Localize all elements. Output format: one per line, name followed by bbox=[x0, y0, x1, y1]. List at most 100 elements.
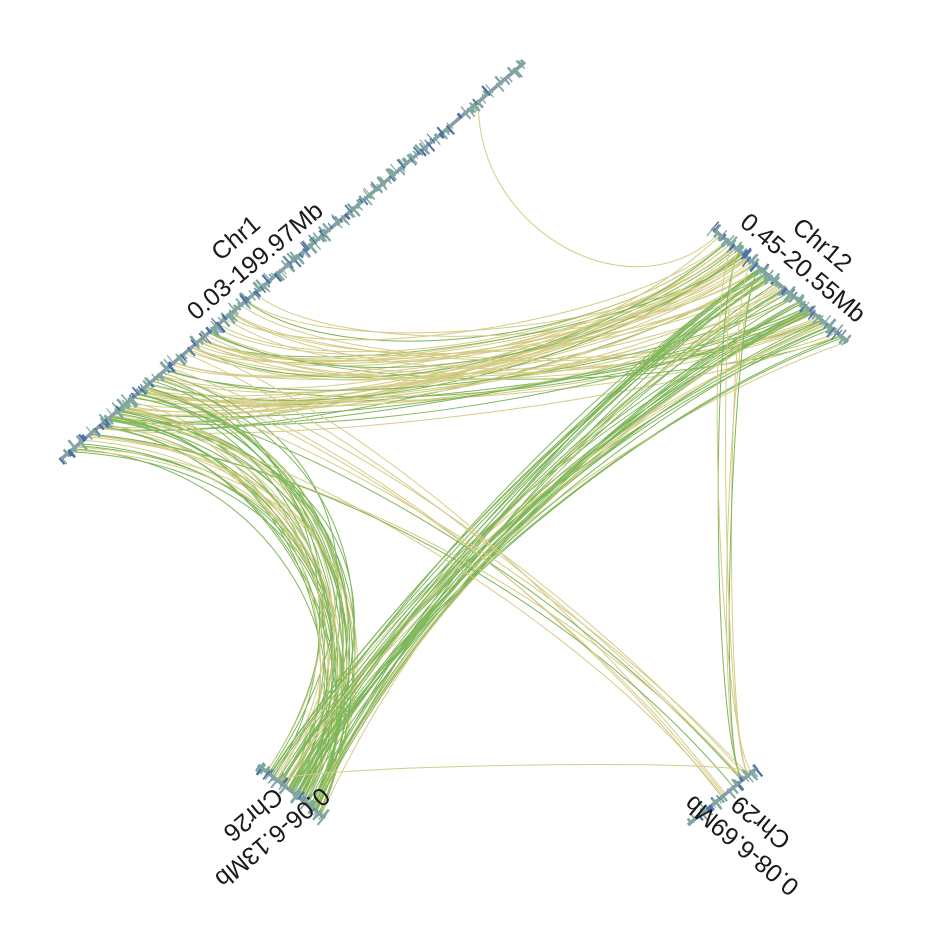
chr1-gene-tick bbox=[249, 294, 257, 301]
chr1-gene-tick bbox=[286, 252, 296, 264]
chr1-gene-tick bbox=[446, 122, 452, 128]
chr26-gene-tick bbox=[307, 805, 315, 815]
chr1-gene-tick bbox=[468, 106, 475, 114]
chr12-gene-tick bbox=[722, 238, 730, 248]
synteny-link bbox=[168, 366, 747, 777]
chr12-gene-tick bbox=[706, 226, 716, 237]
chr26-gene-tick bbox=[297, 791, 305, 801]
chr12-gene-tick bbox=[721, 233, 727, 240]
chr1-gene-tick bbox=[225, 312, 236, 325]
chromosome-chr26 bbox=[255, 762, 330, 826]
chr1-gene-tick bbox=[445, 124, 455, 135]
chr1-gene-tick bbox=[91, 428, 101, 438]
chr1-gene-tick bbox=[335, 221, 340, 227]
chr12-gene-tick bbox=[827, 327, 837, 339]
chr1-gene-tick bbox=[390, 173, 398, 181]
chr12-gene-tick bbox=[712, 230, 720, 239]
chr1-gene-tick bbox=[319, 233, 328, 243]
chr1-gene-tick bbox=[363, 195, 373, 206]
chr1-gene-tick bbox=[233, 308, 239, 316]
chr12-gene-ticks bbox=[706, 221, 852, 346]
chr29-gene-tick bbox=[738, 776, 744, 783]
chr29-gene-tick bbox=[715, 795, 721, 801]
chr1-gene-tick bbox=[466, 107, 476, 118]
chr1-gene-tick bbox=[67, 448, 77, 459]
synteny-link bbox=[291, 335, 842, 793]
chr26-gene-tick bbox=[267, 774, 276, 784]
chr12-gene-tick bbox=[809, 311, 815, 317]
chr1-gene-tick bbox=[402, 156, 410, 165]
chr1-gene-tick bbox=[116, 398, 126, 409]
chr12-gene-tick bbox=[766, 269, 774, 278]
chr26-gene-tick bbox=[292, 786, 302, 798]
chr12-gene-tick bbox=[746, 258, 752, 263]
chr1-gene-tick bbox=[237, 302, 242, 308]
chr1-gene-tick bbox=[213, 323, 223, 334]
synteny-link bbox=[188, 253, 744, 381]
chr1-gene-tick bbox=[485, 84, 494, 94]
chr1-gene-tick bbox=[472, 98, 479, 106]
chr26-gene-tick bbox=[264, 772, 272, 781]
chr1-gene-tick bbox=[480, 97, 487, 104]
chr1-gene-tick bbox=[460, 106, 469, 115]
chr26-gene-tick bbox=[270, 777, 280, 789]
chr1-gene-tick bbox=[273, 272, 283, 283]
chr1-gene-tick bbox=[212, 325, 220, 334]
chr1-gene-tick bbox=[378, 176, 387, 185]
synteny-link bbox=[313, 311, 812, 810]
chr12-gene-tick bbox=[783, 290, 793, 302]
chr1-gene-tick bbox=[67, 439, 78, 451]
synteny-link bbox=[158, 375, 321, 778]
chr26-gene-tick bbox=[279, 777, 286, 786]
chr26-gene-tick bbox=[278, 782, 285, 791]
chr12-gene-tick bbox=[795, 296, 800, 301]
chr1-gene-tick bbox=[75, 434, 85, 445]
synteny-link bbox=[184, 352, 743, 781]
chr1-gene-tick bbox=[123, 401, 131, 410]
chr29-gene-tick bbox=[686, 817, 694, 825]
chr12-gene-tick bbox=[818, 314, 824, 321]
chr1-gene-tick bbox=[396, 158, 406, 170]
chr12-gene-tick bbox=[833, 327, 838, 333]
chr12-gene-tick bbox=[726, 241, 732, 247]
chr12-gene-tick bbox=[737, 245, 745, 254]
synteny-link bbox=[161, 372, 338, 774]
chr1-gene-tick bbox=[232, 304, 239, 311]
chr1-gene-tick bbox=[433, 136, 441, 146]
chr1-gene-tick bbox=[468, 101, 475, 109]
chr26-gene-tick bbox=[265, 768, 271, 774]
chr1-gene-tick bbox=[376, 183, 381, 189]
chr1-gene-tick bbox=[197, 339, 204, 346]
synteny-link bbox=[285, 292, 790, 788]
chr1-gene-tick bbox=[156, 373, 165, 382]
synteny-link bbox=[174, 246, 736, 377]
chr29-gene-tick bbox=[726, 788, 737, 799]
chr29-gene-tick bbox=[737, 772, 746, 782]
chr1-gene-tick bbox=[280, 267, 287, 275]
chr12-gene-tick bbox=[755, 266, 764, 277]
chr1-gene-tick bbox=[376, 186, 382, 193]
synteny-link bbox=[283, 324, 828, 786]
chr1-gene-tick bbox=[142, 379, 150, 388]
chr1-gene-tick bbox=[463, 110, 472, 120]
chr1-gene-tick bbox=[318, 229, 326, 237]
chr26-gene-tick bbox=[290, 787, 296, 794]
chr12-gene-tick bbox=[720, 237, 730, 249]
chr1-gene-tick bbox=[115, 405, 121, 412]
chr1-gene-tick bbox=[104, 418, 111, 426]
chr26-gene-tick bbox=[255, 764, 261, 770]
chr1-gene-tick bbox=[380, 182, 388, 191]
synteny-link bbox=[201, 261, 753, 362]
chr12-gene-tick bbox=[733, 241, 743, 251]
chr12-gene-tick bbox=[824, 324, 833, 334]
chr1-gene-tick bbox=[397, 166, 406, 176]
chr1-gene-tick bbox=[85, 426, 94, 436]
chr26-gene-tick bbox=[301, 796, 308, 803]
chr12-gene-tick bbox=[780, 286, 787, 294]
synteny-link bbox=[295, 321, 825, 796]
chr1-gene-tick bbox=[363, 187, 373, 198]
chromosome-chr12 bbox=[706, 221, 852, 346]
chr1-gene-tick bbox=[475, 99, 485, 109]
synteny-link bbox=[191, 257, 748, 364]
chr1-gene-tick bbox=[189, 335, 200, 346]
